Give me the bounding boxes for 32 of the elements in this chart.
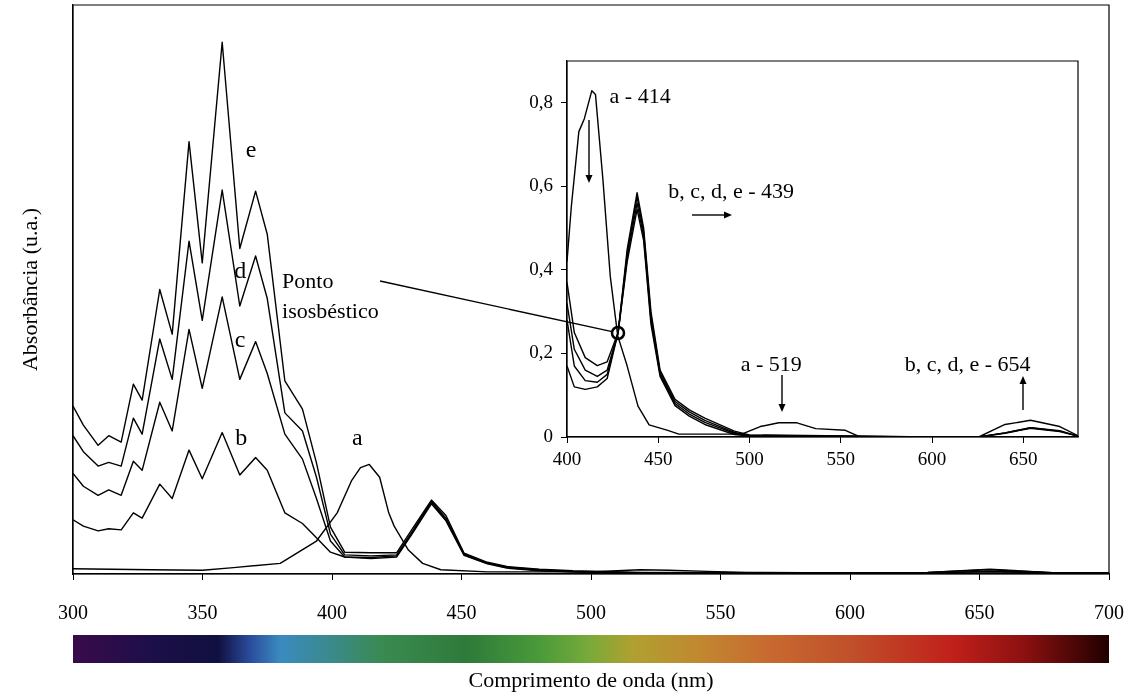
x-tick-label: 450 [644, 448, 673, 470]
annotation: Ponto isosbéstico [282, 268, 379, 324]
y-axis-title: Absorbância (u.a.) [16, 207, 42, 372]
x-tick-label: 350 [187, 601, 218, 624]
x-tick-label: 650 [1009, 448, 1038, 470]
series-label: b [235, 423, 248, 450]
x-tick-label: 700 [1094, 601, 1124, 624]
x-tick-label: 550 [705, 601, 736, 624]
y-tick-label: 0,8 [529, 90, 553, 112]
series-label: e [245, 135, 257, 162]
x-tick-label: 500 [576, 601, 606, 624]
series-label: d [234, 257, 247, 284]
series-label: c [234, 326, 246, 353]
x-tick-label: 500 [735, 448, 764, 470]
y-tick-label: 0,2 [529, 341, 553, 363]
x-tick-label: 600 [917, 448, 947, 470]
y-tick-label: 0,6 [529, 174, 553, 196]
x-tick-label: 300 [58, 601, 88, 624]
series-label: a [351, 423, 363, 450]
x-tick-label: 400 [552, 448, 582, 470]
annotation: b, c, d, e - 654 [904, 351, 1031, 377]
annotation: b, c, d, e - 439 [668, 178, 795, 204]
x-tick-label: 550 [826, 448, 855, 470]
x-tick-label: 600 [835, 601, 865, 624]
annotation: a - 414 [609, 83, 671, 109]
x-axis-title: Comprimento de onda (nm) [468, 666, 714, 692]
x-tick-label: 650 [964, 601, 995, 624]
x-tick-label: 450 [446, 601, 477, 624]
annotation: a - 519 [740, 350, 802, 376]
y-tick-label: 0,4 [529, 257, 554, 279]
y-tick-label: 0 [543, 424, 553, 446]
x-tick-label: 400 [317, 601, 347, 624]
